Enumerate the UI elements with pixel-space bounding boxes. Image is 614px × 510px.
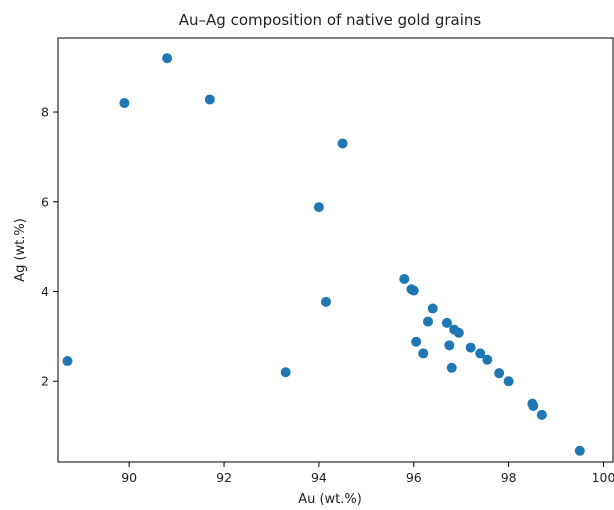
data-point <box>423 316 433 327</box>
data-point <box>528 400 539 411</box>
data-point <box>119 98 130 109</box>
x-tick-label: 90 <box>121 470 137 485</box>
y-tick-label: 8 <box>41 105 49 120</box>
chart-title: Au–Ag composition of native gold grains <box>179 11 482 29</box>
y-tick-label: 4 <box>41 284 49 299</box>
x-tick-label: 96 <box>406 470 422 485</box>
data-point <box>536 409 547 420</box>
data-point <box>280 367 291 378</box>
x-tick-label: 94 <box>311 470 327 485</box>
data-point <box>482 354 493 365</box>
data-point <box>494 368 505 379</box>
data-point <box>574 445 585 456</box>
data-point <box>321 296 332 307</box>
y-axis-label: Ag (wt.%) <box>13 218 28 282</box>
data-points <box>62 53 585 456</box>
data-point <box>204 94 215 105</box>
data-point <box>446 362 457 373</box>
data-point <box>503 376 514 387</box>
data-point <box>337 138 348 149</box>
y-axis: 2 4 6 8 <box>41 105 58 389</box>
data-point <box>411 336 422 347</box>
y-tick-label: 6 <box>41 194 49 209</box>
plot-area <box>57 37 614 463</box>
data-point <box>408 285 419 296</box>
data-point <box>399 273 410 284</box>
data-point <box>465 342 476 353</box>
x-tick-label: 92 <box>216 470 232 485</box>
data-point <box>475 348 486 359</box>
x-axis: 90 92 94 96 98 100 <box>121 462 614 485</box>
plot-frame <box>57 37 614 463</box>
y-tick-label: 2 <box>41 374 49 389</box>
data-point <box>162 53 173 64</box>
data-point <box>62 356 73 367</box>
data-point <box>427 303 438 314</box>
x-tick-label: 100 <box>592 470 614 485</box>
data-point <box>313 202 324 213</box>
data-point <box>418 348 429 359</box>
data-point <box>453 327 464 338</box>
x-tick-label: 98 <box>501 470 517 485</box>
data-point <box>444 340 455 351</box>
data-point <box>441 317 452 328</box>
x-axis-label: Au (wt.%) <box>298 492 362 507</box>
